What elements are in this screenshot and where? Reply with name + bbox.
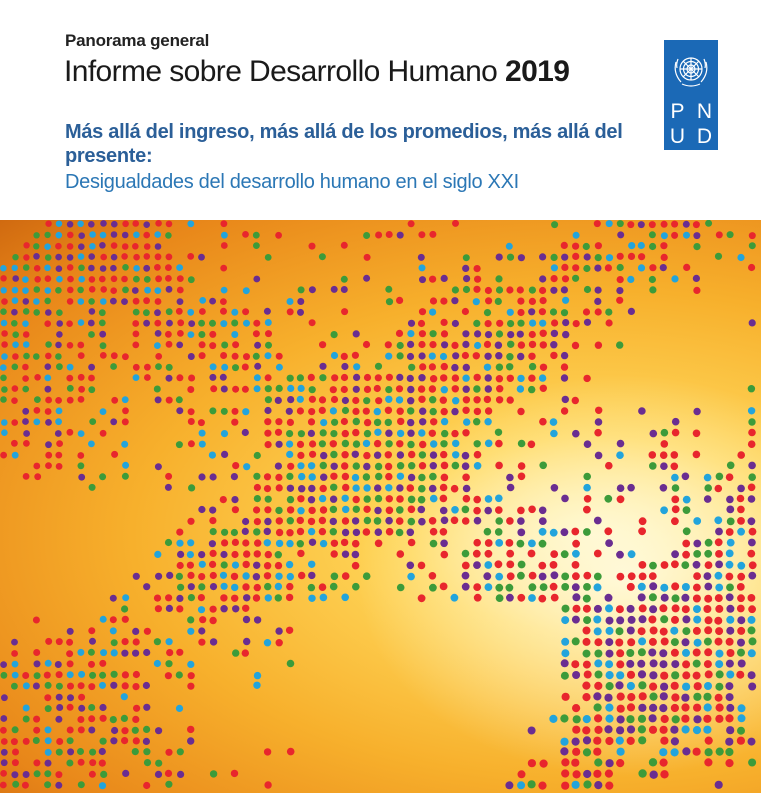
report-header: Panorama general Informe sobre Desarroll… [0, 0, 761, 220]
report-title-year: 2019 [505, 55, 570, 88]
undp-logo: P N U D [664, 40, 718, 150]
report-subsubtitle: Desigualdades del desarrollo humano en e… [65, 171, 519, 193]
report-subtitle: Más allá del ingreso, más allá de los pr… [65, 121, 623, 167]
logo-letter-4: D [696, 125, 713, 148]
un-emblem-icon [674, 57, 708, 87]
report-kicker: Panorama general [65, 31, 210, 50]
cover-image [0, 220, 761, 793]
logo-letter-3: U [669, 125, 686, 148]
dotted-globe-map [0, 220, 761, 793]
report-title-main: Informe sobre Desarrollo Humano [64, 55, 505, 88]
logo-letter-2: N [696, 100, 713, 123]
undp-letters: P N U D [664, 100, 718, 150]
logo-letter-1: P [670, 100, 685, 123]
report-title: Informe sobre Desarrollo Humano 2019 [64, 55, 570, 89]
